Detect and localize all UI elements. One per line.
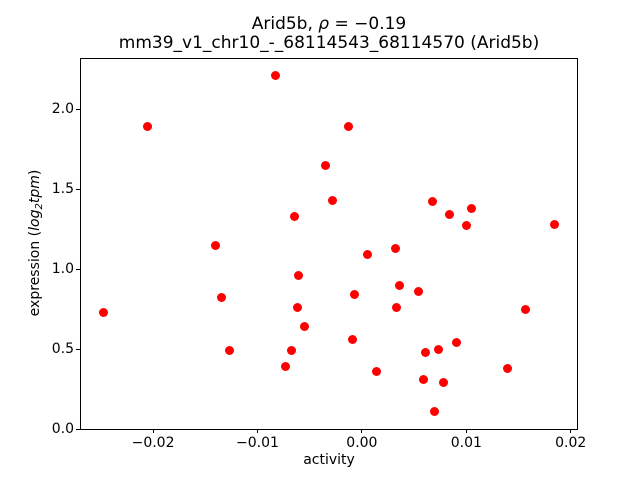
data-point xyxy=(217,293,227,303)
data-point xyxy=(428,197,438,207)
chart-subtitle: mm39_v1_chr10_-_68114543_68114570 (Arid5… xyxy=(118,33,540,53)
x-axis-label: activity xyxy=(303,452,355,468)
data-point xyxy=(292,302,302,312)
ylabel-subscript: 2 xyxy=(34,203,45,210)
data-point xyxy=(433,344,443,354)
data-point xyxy=(343,122,353,132)
data-point xyxy=(293,270,303,280)
title-gene-name: Arid5b, xyxy=(251,14,319,34)
data-point xyxy=(99,307,109,317)
y-axis-label: expression (log2tpm) xyxy=(27,169,45,317)
y-tick-label: 0.5 xyxy=(51,341,74,357)
data-point xyxy=(413,286,423,296)
data-point xyxy=(143,122,153,132)
data-point xyxy=(421,347,431,357)
data-point xyxy=(390,243,400,253)
data-point xyxy=(372,366,381,376)
chart-title-line1: Arid5b, ρ = −0.19 xyxy=(81,15,577,34)
data-point xyxy=(347,334,357,344)
data-point xyxy=(445,210,455,220)
y-tick-label: 1.0 xyxy=(51,261,74,277)
y-tick-label: 0.0 xyxy=(51,421,74,437)
chart-title: Arid5b, ρ = −0.19 mm39_v1_chr10_-_681145… xyxy=(81,15,577,53)
data-point xyxy=(502,363,512,373)
data-point xyxy=(438,378,448,388)
data-point xyxy=(289,211,299,221)
y-tick-mark xyxy=(76,268,80,270)
y-tick-mark xyxy=(76,188,80,190)
x-tick-label: 0.00 xyxy=(346,435,378,451)
data-point xyxy=(211,240,221,250)
y-tick-mark xyxy=(76,428,80,430)
data-point xyxy=(394,280,404,290)
x-tick-label: 0.02 xyxy=(555,435,587,451)
data-point xyxy=(430,406,440,416)
x-tick-mark xyxy=(256,429,258,433)
y-tick-label: 1.5 xyxy=(51,181,74,197)
data-point xyxy=(391,302,401,312)
data-point xyxy=(521,304,531,314)
y-tick-mark xyxy=(76,108,80,110)
y-tick-label: 2.0 xyxy=(51,101,74,117)
data-point xyxy=(549,219,559,229)
data-point xyxy=(320,160,330,170)
rho-value: = −0.19 xyxy=(329,14,407,34)
x-tick-label: 0.01 xyxy=(450,435,482,451)
x-tick-label: −0.01 xyxy=(236,435,279,451)
data-point xyxy=(362,250,372,260)
data-point xyxy=(224,346,234,356)
data-point xyxy=(419,374,428,384)
data-point xyxy=(452,338,462,348)
data-point xyxy=(287,346,297,356)
x-tick-mark xyxy=(361,429,363,433)
data-point xyxy=(281,362,291,372)
data-point xyxy=(270,70,280,80)
y-tick-mark xyxy=(76,348,80,350)
data-point xyxy=(461,221,471,231)
rho-symbol: ρ xyxy=(318,14,330,34)
x-tick-label: −0.02 xyxy=(131,435,175,451)
data-point xyxy=(328,195,338,205)
data-point xyxy=(299,322,309,332)
x-tick-mark xyxy=(152,429,154,433)
x-tick-mark xyxy=(465,429,467,433)
data-point xyxy=(350,290,360,300)
x-tick-mark xyxy=(570,429,572,433)
plot-area: −0.02 −0.01 0.00 0.01 0.02 0.0 0.5 1.0 1.5 2.0 xyxy=(52,58,586,451)
data-point xyxy=(467,203,477,213)
